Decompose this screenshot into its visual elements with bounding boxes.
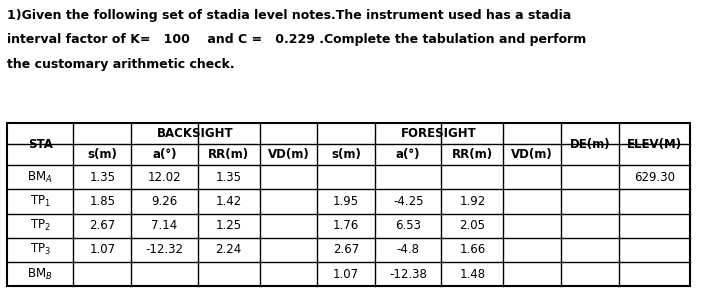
Text: -4.8: -4.8 xyxy=(397,243,420,256)
Text: a(°): a(°) xyxy=(396,148,420,161)
Text: the customary arithmetic check.: the customary arithmetic check. xyxy=(7,58,235,71)
Text: 1.92: 1.92 xyxy=(459,195,485,208)
Text: BM$_A$: BM$_A$ xyxy=(27,170,53,185)
Text: 1.95: 1.95 xyxy=(333,195,359,208)
Text: 2.05: 2.05 xyxy=(459,219,485,232)
Text: 2.67: 2.67 xyxy=(89,219,115,232)
Text: FORESIGHT: FORESIGHT xyxy=(401,127,477,140)
Text: 1.76: 1.76 xyxy=(333,219,359,232)
Text: BM$_B$: BM$_B$ xyxy=(27,266,53,281)
Text: VD(m): VD(m) xyxy=(511,148,553,161)
Text: 12.02: 12.02 xyxy=(148,171,181,184)
Text: RR(m): RR(m) xyxy=(208,148,249,161)
Text: 6.53: 6.53 xyxy=(395,219,421,232)
Text: TP$_3$: TP$_3$ xyxy=(30,242,50,257)
Text: STA: STA xyxy=(28,138,53,151)
Text: 2.67: 2.67 xyxy=(333,243,359,256)
Text: s(m): s(m) xyxy=(331,148,361,161)
Text: RR(m): RR(m) xyxy=(452,148,493,161)
Text: 1.07: 1.07 xyxy=(89,243,115,256)
Text: 1.66: 1.66 xyxy=(459,243,485,256)
Text: VD(m): VD(m) xyxy=(268,148,310,161)
Text: 1.85: 1.85 xyxy=(89,195,115,208)
Text: ELEV(M): ELEV(M) xyxy=(626,138,682,151)
Text: 1)Given the following set of stadia level notes.The instrument used has a stadia: 1)Given the following set of stadia leve… xyxy=(7,9,571,22)
Text: interval factor of K=   100    and C =   0.229 .Complete the tabulation and perf: interval factor of K= 100 and C = 0.229 … xyxy=(7,33,586,46)
Text: 7.14: 7.14 xyxy=(151,219,177,232)
Text: s(m): s(m) xyxy=(87,148,117,161)
Text: TP$_1$: TP$_1$ xyxy=(30,194,50,209)
Text: 1.42: 1.42 xyxy=(215,195,242,208)
Text: 629.30: 629.30 xyxy=(634,171,675,184)
Text: -4.25: -4.25 xyxy=(393,195,423,208)
Text: 9.26: 9.26 xyxy=(151,195,177,208)
Text: 1.35: 1.35 xyxy=(215,171,242,184)
Text: 2.24: 2.24 xyxy=(215,243,242,256)
Text: a(°): a(°) xyxy=(152,148,176,161)
Text: DE(m): DE(m) xyxy=(570,138,611,151)
Text: -12.32: -12.32 xyxy=(145,243,184,256)
Text: 1.35: 1.35 xyxy=(89,171,115,184)
Text: 1.25: 1.25 xyxy=(215,219,242,232)
Text: TP$_2$: TP$_2$ xyxy=(30,218,50,233)
Text: 1.48: 1.48 xyxy=(459,268,485,281)
Text: -12.38: -12.38 xyxy=(390,268,427,281)
Text: BACKSIGHT: BACKSIGHT xyxy=(157,127,234,140)
Text: 1.07: 1.07 xyxy=(333,268,359,281)
